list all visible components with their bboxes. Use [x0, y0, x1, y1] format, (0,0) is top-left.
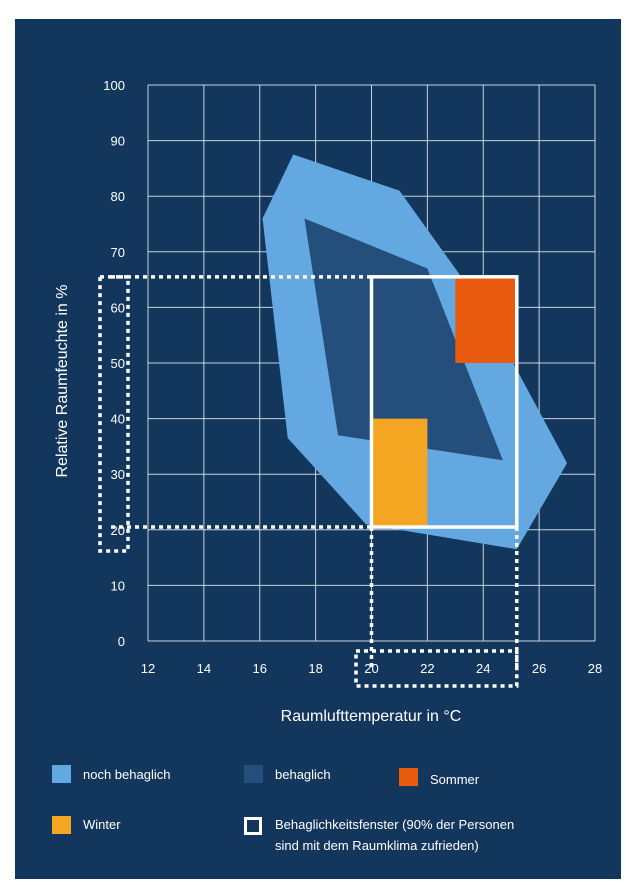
comfort-chart: 12 14 16 18 20 22 24 26 28 0 10 20 30 40 50 60 70 80 90 10…	[54, 78, 602, 725]
x-tick-label-5: 22	[420, 661, 434, 676]
x-tick-label-3: 18	[308, 661, 322, 676]
legend-swatch-winter	[52, 816, 71, 834]
legend-label-winter: Winter	[83, 817, 121, 832]
y-tick-label-8: 80	[111, 189, 125, 204]
legend-label-behaglich: behaglich	[275, 767, 331, 782]
x-axis-ticks: 12 14 16 18 20 22 24 26 28	[141, 661, 602, 676]
y-tick-label-0: 0	[118, 634, 125, 649]
legend-label-behaglichkeitsfenster: Behaglichkeitsfenster (90% der Personen …	[275, 814, 514, 856]
legend-label-noch-behaglich: noch behaglich	[83, 767, 171, 782]
y-axis-title: Relative Raumfeuchte in %	[54, 285, 71, 478]
x-tick-label-8: 28	[588, 661, 602, 676]
y-tick-label-2: 20	[111, 523, 125, 538]
legend-label-fenster-line2: sind mit dem Raumklima zufrieden)	[275, 838, 479, 853]
x-tick-label-4: 20	[364, 661, 378, 676]
x-axis-title: Raumlufttemperatur in °C	[281, 708, 462, 725]
y-tick-label-1: 10	[111, 578, 125, 593]
x-tick-label-6: 24	[476, 661, 490, 676]
area-sommer	[455, 276, 517, 363]
y-tick-label-9: 90	[111, 134, 125, 149]
y-tick-label-10: 100	[103, 78, 125, 93]
x-tick-label-7: 26	[532, 661, 546, 676]
y-tick-label-4: 40	[111, 412, 125, 427]
chart-panel: 12 14 16 18 20 22 24 26 28 0 10 20 30 40 50 60 70 80 90 10…	[15, 19, 621, 879]
x-tick-label-2: 16	[253, 661, 267, 676]
comfort-window	[98, 275, 519, 688]
y-tick-label-6: 60	[111, 300, 125, 315]
legend-swatch-behaglichkeitsfenster	[244, 817, 262, 835]
legend-swatch-behaglich	[244, 765, 263, 783]
legend-swatch-noch-behaglich	[52, 765, 71, 783]
area-winter	[371, 418, 428, 528]
x-tick-label-0: 12	[141, 661, 155, 676]
legend-label-sommer: Sommer	[430, 772, 480, 787]
legend-swatch-sommer	[399, 768, 418, 786]
y-axis-ticks: 0 10 20 30 40 50 60 70 80 90 100	[103, 78, 125, 649]
comfort-areas	[262, 154, 568, 550]
y-range-bracket	[98, 275, 130, 553]
y-tick-label-7: 70	[111, 245, 125, 260]
area-behaglich	[304, 218, 503, 461]
y-tick-label-3: 30	[111, 467, 125, 482]
y-tick-label-5: 50	[111, 356, 125, 371]
x-range-bracket	[354, 649, 519, 688]
legend-label-fenster-line1: Behaglichkeitsfenster (90% der Personen	[275, 817, 515, 832]
comfort-window-rect	[369, 275, 519, 529]
x-tick-label-1: 14	[197, 661, 211, 676]
